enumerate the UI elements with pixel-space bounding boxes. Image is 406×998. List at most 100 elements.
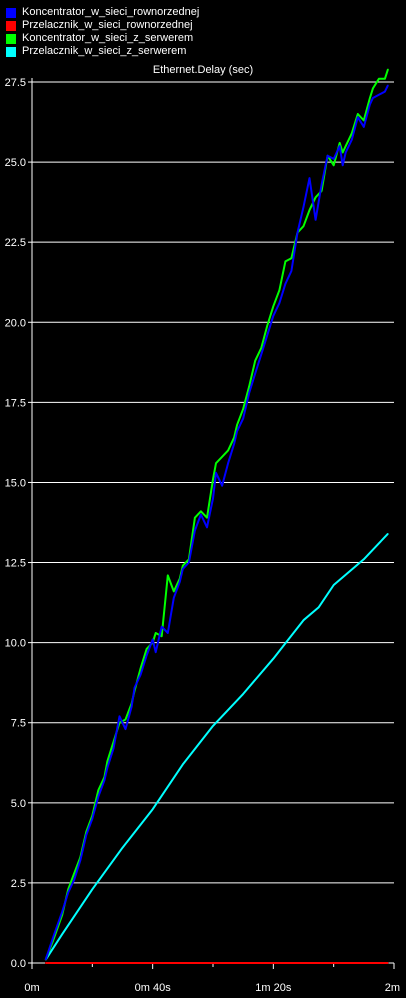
data-point [44,962,47,964]
y-tick-label: 10.0 [5,638,26,650]
data-point [266,324,268,327]
y-tick-label: 17.5 [5,397,26,409]
data-point [314,196,317,198]
y-tick-label: 7.5 [11,718,26,730]
data-point [254,372,256,375]
data-point [97,789,99,791]
chart-title: Ethernet.Delay (sec) [152,64,254,76]
data-point [363,126,365,128]
data-point [200,510,202,512]
data-point [112,747,115,749]
data-point [173,590,175,592]
data-point [342,164,344,166]
data-point [227,449,229,452]
data-point [182,565,184,567]
data-point [182,763,184,765]
data-point [236,430,238,432]
y-tick-label: 2.5 [11,878,26,890]
series-line [44,533,389,961]
data-point [227,462,229,464]
data-point [266,334,268,336]
data-point [221,485,223,487]
data-point [272,315,274,317]
data-point [308,177,311,179]
data-point [106,766,109,769]
data-point [236,424,238,426]
data-point [52,936,54,938]
data-point [103,779,105,781]
data-point [272,305,274,307]
data-point [345,151,347,154]
data-point [302,225,305,227]
x-tick-label: 0m [24,982,39,994]
data-point [290,270,293,272]
data-point [284,260,286,263]
data-point [61,933,63,935]
legend-label: Przelacznik_w_sieci_z_serwerem [22,45,187,57]
data-point [378,78,380,80]
data-point [296,231,299,234]
data-point [233,437,235,439]
data-point [248,385,250,387]
data-point [85,834,87,836]
data-point [272,658,274,660]
data-point [133,686,136,689]
data-point [61,911,63,913]
data-point [124,728,127,730]
data-point [248,392,250,394]
data-point [372,87,374,90]
legend-swatch [6,34,16,44]
data-point [155,651,157,653]
data-point [302,206,305,208]
data-point [215,472,217,474]
data-point [146,654,148,657]
data-point [124,718,127,721]
data-point [363,558,365,560]
x-tick-label: 0m 40s [135,982,172,994]
data-point [369,103,371,106]
data-point [278,302,280,304]
data-point [254,360,256,362]
data-point [179,581,181,583]
data-point [167,574,169,576]
data-point [317,606,320,608]
data-point [242,408,244,410]
data-point [173,597,175,599]
data-point [91,818,93,820]
data-point [387,962,389,964]
data-point [302,619,305,621]
data-point [378,94,380,96]
data-point [212,725,214,727]
data-point [260,347,262,349]
data-point [363,119,365,122]
legend-label: Koncentrator_w_sieci_z_serwerem [22,32,194,44]
data-point [233,443,235,445]
data-point [333,158,335,160]
data-point [339,145,341,147]
data-point [97,795,99,798]
data-point [152,638,154,641]
data-point [333,584,335,586]
y-tick-label: 25.0 [5,157,26,169]
data-point [308,209,311,211]
y-tick-label: 15.0 [5,477,26,489]
data-point [215,462,217,464]
data-point [369,97,371,99]
y-tick-label: 0.0 [11,958,26,970]
data-point [242,417,244,419]
data-point [67,891,69,894]
data-point [284,283,286,285]
data-point [314,219,317,221]
data-point [212,497,214,500]
data-point [372,97,374,99]
data-point [278,289,280,291]
data-point [242,693,244,695]
data-point [384,78,386,80]
y-tick-label: 5.0 [11,798,26,810]
y-tick-label: 20.0 [5,317,26,329]
data-point [79,859,81,862]
data-point [351,132,353,134]
data-point [140,674,142,676]
y-tick-label: 27.5 [5,77,26,89]
data-point [221,456,223,458]
